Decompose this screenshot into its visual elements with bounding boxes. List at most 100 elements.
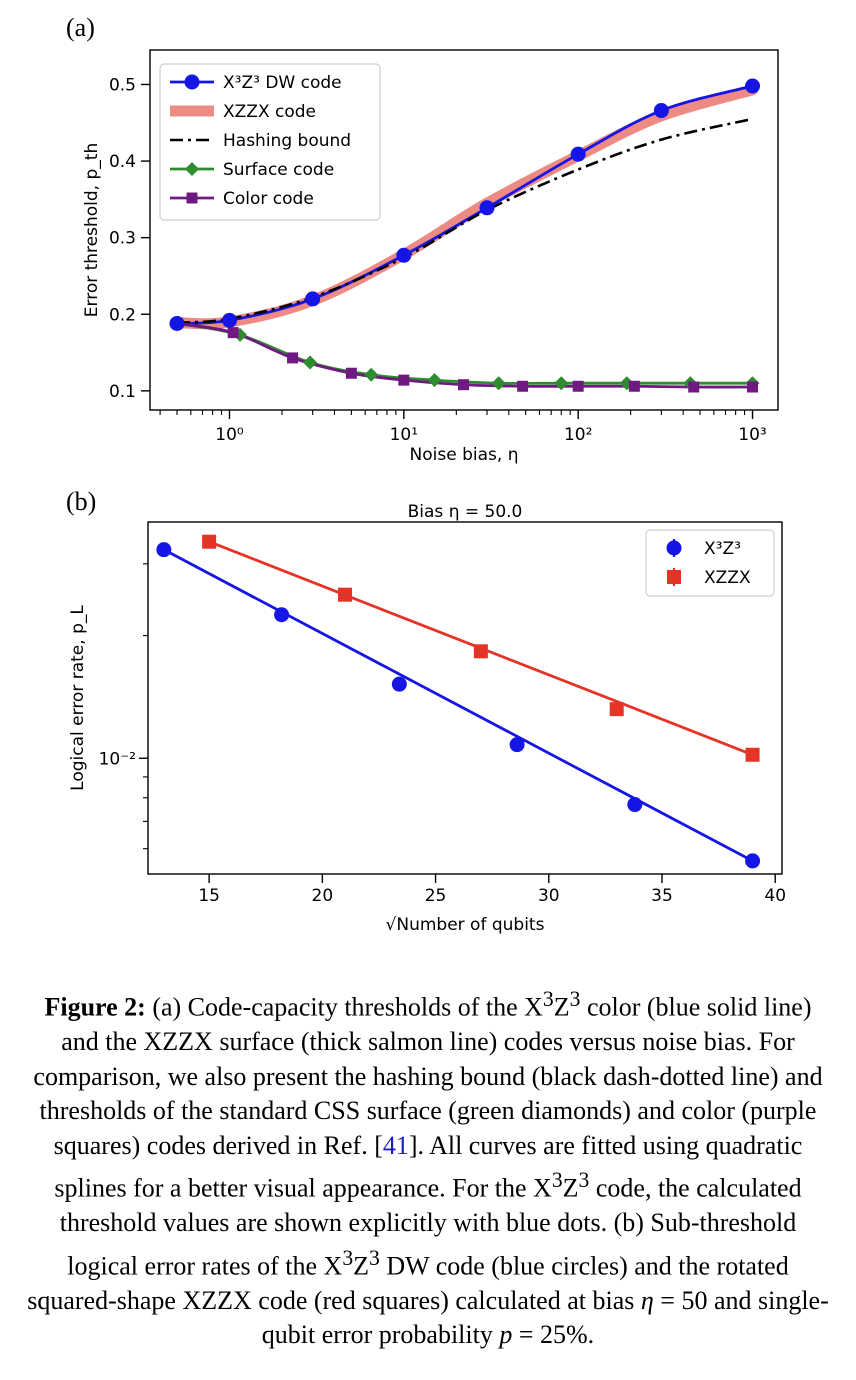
point-surface-code [303, 355, 318, 370]
plot-frame [149, 49, 779, 411]
legend-label-x-z-dw-code: X³Z³ DW code [223, 73, 342, 93]
legend-marker-xzzx [667, 570, 681, 584]
point-xzzx [202, 534, 217, 549]
point-x-z-dw-code [221, 312, 237, 328]
point-x-z [156, 542, 172, 558]
series-line-hashing-bound [176, 117, 753, 324]
point-surface-code [491, 376, 506, 391]
legend-label-hashing-bound: Hashing bound [223, 131, 351, 151]
caption-label: Figure 2: [44, 992, 146, 1022]
point-x-z [627, 797, 643, 813]
y-tick-label: 0.4 [109, 152, 136, 172]
point-surface-code [427, 373, 442, 388]
point-color-code [572, 380, 584, 392]
point-color-code [688, 381, 700, 393]
x-tick-label: 10² [564, 425, 592, 445]
point-color-code [628, 380, 640, 392]
point-x-z [391, 676, 407, 692]
x-axis-label-b: √Number of qubits [386, 915, 545, 935]
point-xzzx [337, 587, 352, 602]
y-axis-label: Error threshold, p_th [82, 143, 102, 317]
series-line-surface-code [176, 322, 753, 385]
caption-text-3: color (blue solid line) and the XZZX sur… [33, 992, 823, 1160]
point-x-z-dw-code [396, 247, 412, 263]
point-color-code [517, 380, 529, 392]
figure: (a) (b) Bias η = 50.0 0.1 0.2 0.3 0.4 0.5 10⁰… [66, 13, 786, 935]
point-x-z-dw-code [479, 200, 495, 216]
point-x-z-dw-code [745, 78, 761, 94]
caption-text-7: Z [353, 1251, 370, 1281]
point-color-code [227, 327, 239, 339]
caption-text-5: Z [562, 1173, 579, 1203]
x-axis-label: Noise bias, η [410, 445, 519, 465]
fit-line-x-z [163, 548, 754, 863]
x-tick-label-b: 15 [198, 886, 220, 906]
point-xzzx [609, 702, 624, 717]
caption-text-8: DW code (blue circles) and the rotated s… [27, 1251, 789, 1315]
x-tick-label-b: 40 [764, 886, 786, 906]
caption-sup-3b: 3 [369, 1245, 380, 1270]
chart-a: 0.1 0.2 0.3 0.4 0.5 10⁰ 10¹ 10² 10³ Noise bias, η… [82, 49, 779, 465]
x-tick-label: 10⁰ [215, 425, 244, 445]
x-tick-label: 10³ [738, 425, 766, 445]
plot-frame-b [147, 521, 783, 875]
point-surface-code [554, 376, 569, 391]
figure-caption: Figure 2: (a) Code-capacity thresholds o… [24, 982, 832, 1353]
x-tick-label-b: 20 [312, 886, 334, 906]
caption-text-2: Z [553, 992, 570, 1022]
point-color-code [287, 352, 299, 364]
panel-b-label: (b) [66, 487, 96, 516]
point-x-z [509, 737, 525, 753]
legend-marker-color-code [186, 192, 198, 204]
point-surface-code [364, 367, 379, 382]
x-tick-label-b: 35 [651, 886, 673, 906]
legend-label-xzzx: XZZX [704, 568, 751, 588]
y-tick-label: 0.1 [109, 382, 136, 402]
legend-a: X³Z³ DW code XZZX code Hashing bound Surfac… [159, 63, 381, 221]
y-axis-label-b: Logical error rate, p_L [68, 605, 88, 791]
point-color-code [345, 367, 357, 379]
point-xzzx [473, 644, 488, 659]
legend-marker-surface-code [185, 162, 199, 176]
caption-text-6: code, the calculated threshold values ar… [59, 1173, 802, 1281]
legend-b: X³Z³ XZZX [645, 529, 775, 597]
legend-marker-x-z [666, 540, 682, 556]
x-tick-label-b: 30 [538, 886, 560, 906]
caption-text-1: (a) Code-capacity thresholds of the X [145, 992, 543, 1022]
caption-p: p [499, 1320, 513, 1350]
point-x-z [274, 607, 290, 623]
point-color-code [398, 374, 410, 386]
caption-sup-2b: 3 [578, 1168, 590, 1193]
series-line-xzzx-code [171, 84, 759, 330]
point-x-z-dw-code [305, 291, 321, 307]
caption-sup-1b: 3 [569, 987, 581, 1011]
y-tick-label: 0.3 [109, 229, 136, 249]
caption-text-10: = 25%. [512, 1320, 595, 1350]
point-xzzx [745, 747, 760, 762]
y-tick-label: 0.2 [109, 305, 136, 325]
point-color-code [458, 379, 470, 391]
point-x-z-dw-code [653, 103, 669, 119]
point-x-z-dw-code [169, 315, 185, 331]
caption-ref-link[interactable]: 41 [382, 1130, 409, 1160]
caption-sup-1a: 3 [542, 987, 554, 1011]
caption-text-4: ]. All curves are fitted using quadratic… [54, 1130, 803, 1203]
chart-b-title: Bias η = 50.0 [408, 502, 523, 522]
x-tick-label-b: 25 [425, 886, 447, 906]
legend-label-x-z: X³Z³ [704, 539, 741, 559]
chart-b: 15 20 25 30 35 40 10⁻² √Number of qubits Logical… [68, 521, 786, 935]
series-line-x-z-dw-code [176, 84, 753, 325]
legend-a-frame [159, 63, 381, 221]
point-color-code [747, 381, 759, 393]
caption-sup-3a: 3 [342, 1245, 354, 1270]
legend-label-xzzx-code: XZZX code [223, 102, 316, 122]
legend-label-surface-code: Surface code [223, 160, 334, 180]
point-x-z-dw-code [570, 146, 586, 162]
caption-text-9: = 50 and single-qubit error probability [261, 1285, 829, 1350]
legend-label-color-code: Color code [223, 189, 314, 209]
panel-a-label: (a) [66, 13, 95, 42]
caption-sup-2a: 3 [551, 1168, 563, 1193]
caption-eta: η [640, 1285, 654, 1315]
x-tick-label: 10¹ [390, 425, 418, 445]
point-x-z [745, 853, 761, 869]
